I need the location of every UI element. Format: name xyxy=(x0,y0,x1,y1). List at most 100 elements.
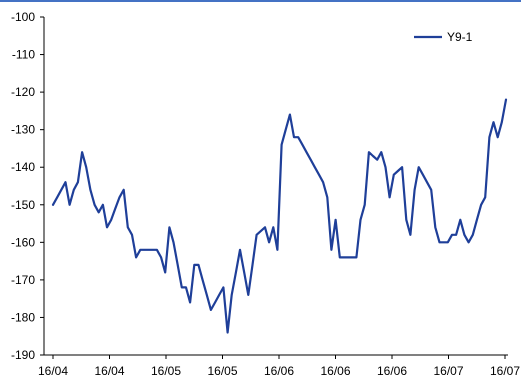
data-point xyxy=(64,181,67,183)
data-point xyxy=(85,166,87,168)
data-point xyxy=(251,264,254,266)
data-point xyxy=(118,196,121,198)
series-line-0 xyxy=(51,98,508,334)
data-point xyxy=(268,241,270,243)
data-point xyxy=(501,121,503,123)
data-point xyxy=(185,286,187,288)
data-point xyxy=(372,155,374,157)
data-point xyxy=(397,170,399,172)
data-point xyxy=(69,204,71,206)
data-point xyxy=(247,294,249,296)
data-point xyxy=(463,234,465,236)
data-point xyxy=(492,121,495,123)
data-point xyxy=(102,204,104,206)
data-point xyxy=(222,286,224,288)
x-tick-label: 16/07 xyxy=(433,364,463,378)
y-tick-label: -120 xyxy=(11,85,35,99)
data-point xyxy=(451,234,453,236)
data-point xyxy=(243,271,245,273)
data-point xyxy=(181,286,183,288)
data-point xyxy=(476,219,478,221)
data-point xyxy=(418,166,420,168)
data-point xyxy=(488,136,490,138)
data-point xyxy=(343,256,345,258)
data-point xyxy=(376,159,378,161)
data-point xyxy=(438,241,441,243)
data-point xyxy=(405,219,407,221)
data-point xyxy=(114,207,116,210)
data-point xyxy=(210,309,212,311)
top-accent-rule xyxy=(0,0,521,2)
data-point xyxy=(206,294,208,296)
data-point xyxy=(256,234,258,236)
data-point xyxy=(172,241,175,243)
data-point xyxy=(77,181,79,183)
data-point xyxy=(60,189,62,191)
data-point xyxy=(260,230,262,232)
legend-label: Y9-1 xyxy=(447,30,473,44)
data-point xyxy=(264,226,266,228)
data-point xyxy=(189,301,191,303)
data-point xyxy=(301,144,303,146)
data-point xyxy=(152,249,154,251)
data-point xyxy=(468,241,470,243)
data-point xyxy=(447,241,449,243)
data-point xyxy=(347,256,349,258)
data-point xyxy=(202,279,204,281)
data-point xyxy=(94,204,96,206)
data-point xyxy=(310,159,312,161)
y-tick-label: -140 xyxy=(11,160,35,174)
data-point xyxy=(368,151,370,153)
data-point xyxy=(318,174,320,176)
data-point xyxy=(472,234,474,236)
x-axis: 16/04 16/04 16/05 16/05 16/06 16/06 16/06 16/07… xyxy=(38,354,520,378)
x-tick-label: 16/04 xyxy=(38,364,68,378)
data-point xyxy=(322,181,324,183)
series-layer xyxy=(51,98,508,334)
data-point xyxy=(214,301,216,303)
data-point xyxy=(293,136,295,138)
data-point xyxy=(330,249,332,251)
data-point xyxy=(455,234,457,236)
y-tick-label: -180 xyxy=(11,310,35,324)
data-point xyxy=(197,264,200,266)
data-point xyxy=(56,196,58,198)
data-point xyxy=(401,166,403,168)
y-tick-label: -130 xyxy=(11,123,35,137)
x-tick-label: 16/06 xyxy=(320,364,350,378)
x-tick-label: 16/07 xyxy=(490,364,520,378)
data-point xyxy=(135,256,137,258)
data-point xyxy=(177,264,179,266)
x-tick-label: 16/06 xyxy=(264,364,294,378)
data-point xyxy=(434,226,436,228)
data-point xyxy=(168,226,170,228)
data-point xyxy=(384,166,387,168)
data-point xyxy=(426,181,428,183)
data-point xyxy=(285,129,287,131)
y-tick-label: -160 xyxy=(11,235,35,249)
data-point xyxy=(393,174,395,176)
data-point xyxy=(235,271,237,273)
data-point xyxy=(164,271,166,273)
data-point xyxy=(430,189,432,191)
data-point xyxy=(139,249,141,251)
data-point xyxy=(106,226,108,228)
data-point xyxy=(480,204,482,206)
data-point xyxy=(110,219,112,221)
data-point xyxy=(297,136,299,138)
data-point xyxy=(89,189,91,191)
data-point xyxy=(123,189,125,191)
x-tick-label: 16/06 xyxy=(377,364,407,378)
y-tick-label: -150 xyxy=(11,198,35,212)
data-point xyxy=(314,166,316,168)
y-tick-label: -110 xyxy=(12,48,35,62)
y-axis: -100 -110 -120 -130 -140 -150 -160 -170 -180 -190 xyxy=(11,10,45,362)
data-point xyxy=(389,196,391,198)
data-point xyxy=(131,234,133,236)
data-point xyxy=(281,144,283,146)
data-point xyxy=(272,226,274,228)
y-tick-label: -190 xyxy=(11,348,35,362)
data-point xyxy=(73,189,75,191)
y-tick-label: -170 xyxy=(11,273,35,287)
